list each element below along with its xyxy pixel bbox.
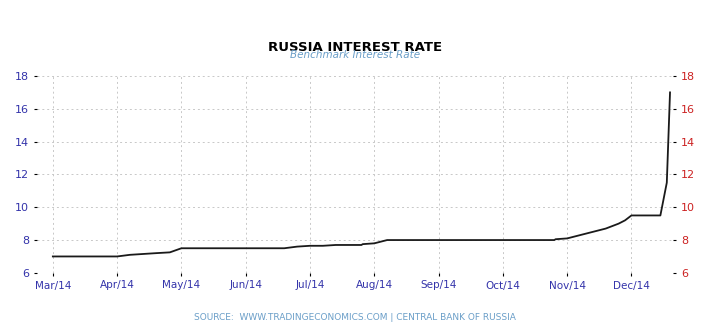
Text: SOURCE:  WWW.TRADINGECONOMICS.COM | CENTRAL BANK OF RUSSIA: SOURCE: WWW.TRADINGECONOMICS.COM | CENTR… — [194, 313, 516, 322]
Title: RUSSIA INTEREST RATE: RUSSIA INTEREST RATE — [268, 41, 442, 54]
Text: Benchmark Interest Rate: Benchmark Interest Rate — [290, 50, 420, 60]
